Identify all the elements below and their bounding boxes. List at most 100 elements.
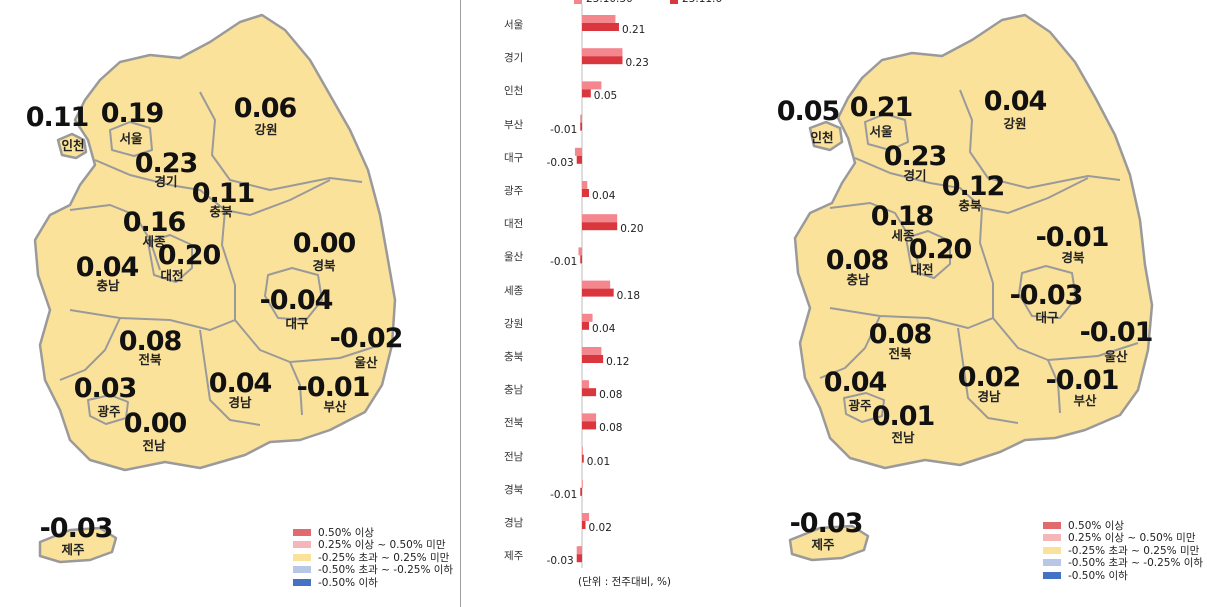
legend-swatch — [293, 553, 311, 561]
bar-mark — [578, 247, 582, 256]
right-value-jeonnam: 0.01 — [871, 401, 936, 432]
left-region-daegu: 대구 — [285, 316, 309, 331]
bar-mark — [582, 56, 623, 65]
legend-label: -0.25% 초과 ~ 0.25% 미만 — [1068, 544, 1200, 557]
bar-value-label: 0.02 — [588, 522, 612, 534]
bar-value-label: 0.08 — [599, 422, 623, 435]
bar-legend-swatch — [670, 0, 678, 4]
right-region-daejeon: 대전 — [910, 262, 934, 277]
right-region-daegu: 대구 — [1035, 310, 1059, 325]
left-korea-map — [33, 13, 397, 564]
legend-label: 0.50% 이상 — [318, 526, 375, 539]
bar-category-label: 제주 — [504, 550, 524, 563]
right-value-seoul: 0.21 — [849, 92, 914, 123]
bar-value-label: 0.05 — [593, 90, 618, 103]
bar-mark — [576, 155, 582, 164]
bar-category-label: 전북 — [504, 417, 524, 430]
bar-mark — [580, 487, 582, 496]
legend-label: 0.25% 이상 ~ 0.50% 미만 — [318, 539, 446, 552]
bar-mark — [582, 23, 619, 31]
left-mainland-outline — [33, 13, 397, 472]
left-value-daejeon: 0.20 — [157, 240, 222, 271]
bar-category-label: 부산 — [504, 118, 524, 131]
bar-value-label: 0.21 — [621, 24, 646, 36]
left-value-jeju: -0.03 — [39, 513, 114, 544]
bar-value-label: 0.08 — [599, 389, 623, 402]
bar-mark — [582, 380, 590, 389]
bar-mark — [582, 347, 602, 355]
left-region-seoul: 서울 — [119, 131, 143, 146]
left-value-gyeongnam: 0.04 — [208, 368, 273, 399]
left-region-jeju: 제주 — [61, 542, 85, 557]
right-value-chungbuk: 0.12 — [941, 171, 1006, 202]
left-region-gyeongnam: 경남 — [228, 395, 252, 410]
right-region-gwangju: 광주 — [848, 398, 872, 413]
right-value-gangwon: 0.04 — [983, 86, 1048, 117]
legend-swatch — [1043, 546, 1061, 554]
right-jeju-outline — [788, 524, 870, 562]
bar-mark — [582, 81, 602, 90]
left-region-gwangju: 광주 — [97, 404, 121, 419]
left-value-gwangju: 0.03 — [73, 373, 138, 404]
left-region-busan: 부산 — [323, 399, 347, 414]
legend-swatch — [293, 528, 311, 536]
right-region-jeonbuk: 전북 — [888, 346, 912, 361]
right-value-gyeonggi: 0.23 — [883, 141, 948, 172]
left-region-incheon: 인천 — [61, 138, 85, 153]
left-value-incheon: 0.11 — [25, 102, 90, 133]
left-legend: 0.50% 이상 0.25% 이상 ~ 0.50% 미만 -0.25% 초과 ~… — [293, 526, 453, 589]
right-value-daegu: -0.03 — [1009, 280, 1084, 311]
legend-row: -0.50% 이하 — [293, 576, 453, 589]
left-region-gangwon: 강원 — [254, 122, 278, 137]
left-value-gyeongbuk: 0.00 — [292, 228, 357, 259]
right-value-daejeon: 0.20 — [908, 234, 973, 265]
bar-value-label: 0.04 — [592, 322, 616, 335]
bar-category-label: 충북 — [504, 351, 524, 363]
bar-legend-swatch — [574, 0, 582, 4]
left-map-panel: 0.11 인천 0.19 서울 0.06 강원 0.23 경기 0.11 충북 … — [0, 0, 458, 607]
bar-value-label: 0.01 — [586, 455, 611, 468]
right-region-ulsan: 울산 — [1104, 349, 1128, 364]
bar-value-label: -0.01 — [550, 488, 578, 501]
right-korea-map — [788, 13, 1154, 562]
left-region-sejong: 세종 — [142, 234, 166, 249]
bar-mark — [582, 321, 590, 330]
left-value-gyeonggi: 0.23 — [134, 148, 199, 179]
right-region-jeju: 제주 — [811, 537, 835, 552]
bar-mark — [582, 222, 618, 231]
bar-mark — [582, 513, 590, 521]
legend-label: 0.25% 이상 ~ 0.50% 미만 — [1068, 532, 1196, 545]
bar-value-label: 0.23 — [625, 57, 649, 70]
bar-mark — [574, 147, 582, 156]
panel-divider — [460, 0, 461, 607]
legend-label: -0.50% 초과 ~ -0.25% 이하 — [318, 564, 454, 577]
bar-mark — [582, 388, 597, 397]
bar-value-label: -0.01 — [550, 256, 578, 269]
legend-swatch — [293, 566, 311, 574]
right-value-sejong: 0.18 — [870, 201, 935, 232]
right-value-gwangju: 0.04 — [823, 367, 888, 398]
legend-swatch — [293, 541, 311, 549]
left-incheon-island — [56, 132, 88, 160]
left-value-seoul: 0.19 — [100, 98, 165, 129]
left-region-chungnam: 충남 — [96, 278, 120, 293]
left-jeju-outline — [38, 526, 118, 564]
left-value-chungbuk: 0.11 — [191, 178, 256, 209]
bar-mark — [582, 48, 623, 57]
bar-mark — [582, 521, 586, 529]
bar-mark — [582, 214, 618, 223]
bar-category-label: 울산 — [504, 251, 524, 264]
legend-swatch — [1043, 521, 1061, 529]
right-region-chungnam: 충남 — [846, 272, 870, 287]
right-region-busan: 부산 — [1073, 393, 1097, 408]
bar-value-label: 0.04 — [592, 190, 616, 202]
bar-mark — [582, 413, 597, 422]
left-value-sejong: 0.16 — [122, 207, 187, 238]
left-region-chungbuk: 충북 — [209, 204, 233, 219]
bar-chart — [574, 0, 678, 568]
left-region-daejeon: 대전 — [160, 268, 184, 283]
left-value-gangwon: 0.06 — [233, 93, 298, 124]
left-region-jeonbuk: 전북 — [138, 352, 162, 367]
legend-row: 0.25% 이상 ~ 0.50% 미만 — [1043, 532, 1203, 545]
legend-label: -0.50% 이하 — [1068, 569, 1128, 582]
